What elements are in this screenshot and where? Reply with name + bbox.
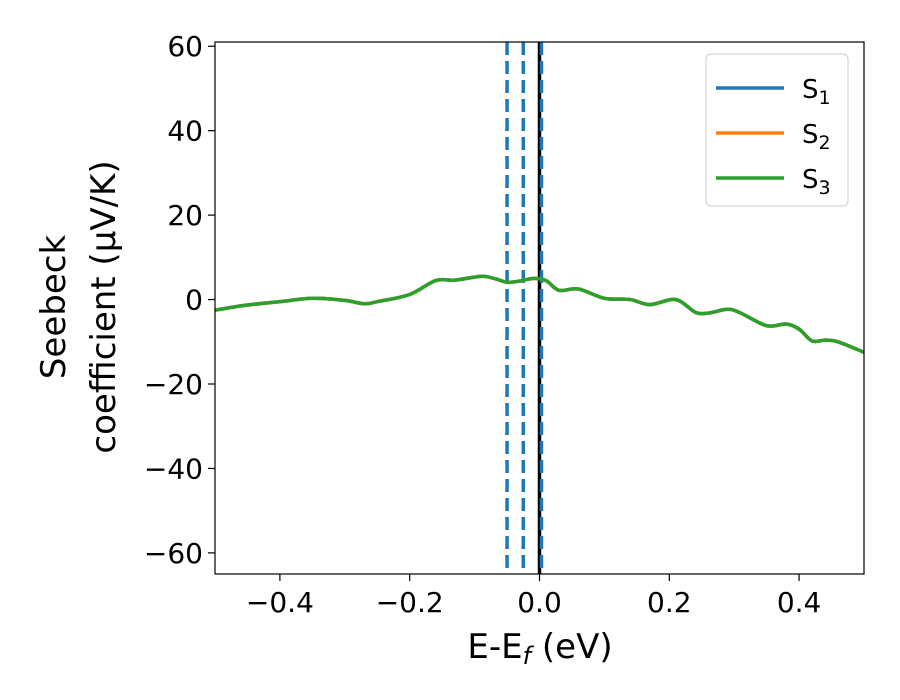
x-tick-label: 0.4 xyxy=(777,586,822,619)
legend-label-2: S2 xyxy=(802,120,831,154)
legend-label-3: S3 xyxy=(802,165,831,199)
y-tick-label: 0 xyxy=(185,284,203,317)
x-tick-label: −0.4 xyxy=(246,586,314,619)
legend-box xyxy=(705,53,849,207)
x-axis-label: E-Ef (eV) xyxy=(467,627,612,670)
legend: S1 S2 S3 xyxy=(705,53,849,207)
y-axis-label: Seebeck coefficient (μV/K) xyxy=(34,160,124,453)
y-axis-ticks: −60 −40 −20 0 20 40 60 xyxy=(144,30,215,570)
y-tick-label: −60 xyxy=(144,537,203,570)
y-tick-label: −40 xyxy=(144,452,203,485)
x-axis-label-main: E-E xyxy=(467,627,522,667)
x-tick-label: 0.2 xyxy=(647,586,692,619)
y-tick-label: −20 xyxy=(144,368,203,401)
y-axis-label-line1: Seebeck xyxy=(34,235,74,380)
x-tick-label: −0.2 xyxy=(376,586,444,619)
legend-label-1: S1 xyxy=(802,75,831,109)
y-tick-label: 60 xyxy=(167,30,203,63)
x-axis-ticks: −0.4 −0.2 0.0 0.2 0.4 xyxy=(246,574,821,619)
vertical-reference-lines xyxy=(505,42,544,574)
y-tick-label: 40 xyxy=(167,115,203,148)
series-lines xyxy=(215,274,864,354)
x-axis-label-suffix: (eV) xyxy=(531,627,613,667)
x-tick-label: 0.0 xyxy=(517,586,562,619)
y-tick-label: 20 xyxy=(167,199,203,232)
series-line-3 xyxy=(215,274,864,354)
y-axis-label-line2: coefficient (μV/K) xyxy=(84,160,124,453)
